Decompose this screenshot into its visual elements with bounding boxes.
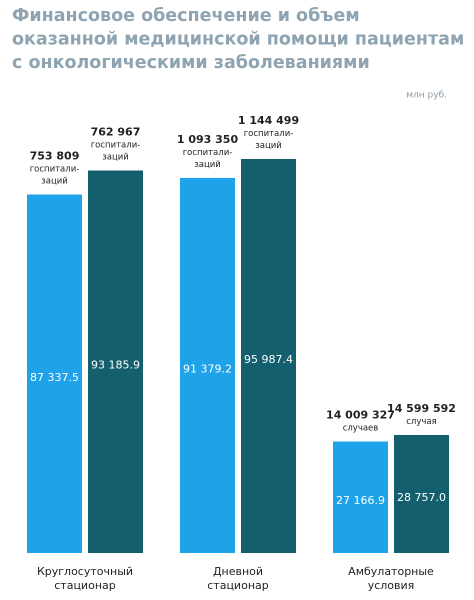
annotation-note: случая bbox=[406, 416, 436, 426]
annotation-note: госпитали-заций bbox=[183, 147, 233, 169]
chart-title: Финансовое обеспечение и объем оказанной … bbox=[12, 6, 464, 73]
annotation-note: госпитали-заций bbox=[30, 164, 80, 186]
annotation-count: 753 809 bbox=[30, 150, 80, 163]
bar bbox=[27, 194, 82, 553]
value-label: 27 166.9 bbox=[336, 494, 385, 507]
value-label: 28 757.0 bbox=[397, 491, 446, 504]
annotation-note: случаев bbox=[343, 423, 379, 433]
x-tick-label: Дневной стационар bbox=[207, 565, 268, 592]
bar bbox=[180, 177, 235, 554]
annotation-count: 1 093 350 bbox=[177, 133, 239, 146]
annotation-count: 14 599 592 bbox=[387, 402, 456, 415]
x-tick-label: Амбулаторные условия bbox=[348, 565, 434, 592]
bar bbox=[394, 434, 449, 553]
value-label: 87 337.5 bbox=[30, 371, 79, 384]
bar bbox=[241, 159, 296, 553]
bar bbox=[88, 170, 143, 553]
unit-label: млн руб. bbox=[406, 91, 447, 101]
annotation-count: 762 967 bbox=[91, 125, 141, 138]
x-tick-label: Круглосуточный стационар bbox=[37, 565, 133, 592]
annotation-count: 1 144 499 bbox=[238, 114, 299, 127]
value-label: 93 185.9 bbox=[91, 359, 140, 372]
annotation-note: госпитали-заций bbox=[91, 140, 141, 162]
value-label: 95 987.4 bbox=[244, 353, 293, 366]
annotation-note: госпитали-заций bbox=[244, 129, 294, 151]
value-label: 91 379.2 bbox=[183, 362, 232, 375]
bar bbox=[333, 441, 388, 553]
annotation-count: 14 009 327 bbox=[326, 408, 395, 421]
